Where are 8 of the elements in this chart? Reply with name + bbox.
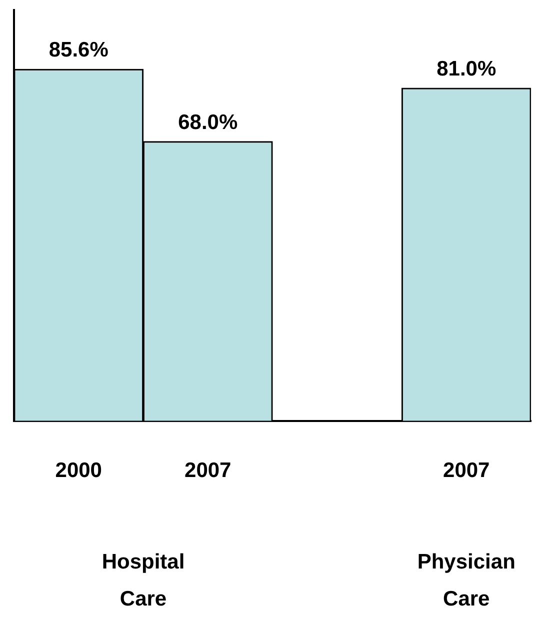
data-label: 81.0% [436,57,496,80]
x-tick-label: 2000 [55,459,102,482]
x-tick-label: 2007 [443,459,490,482]
data-label: 68.0% [178,110,238,134]
text: Physician Care [417,550,516,610]
data-label: 85.6% [48,38,109,62]
text: Hospital Care [102,550,185,610]
x-tick-label: 2007 [184,459,232,482]
